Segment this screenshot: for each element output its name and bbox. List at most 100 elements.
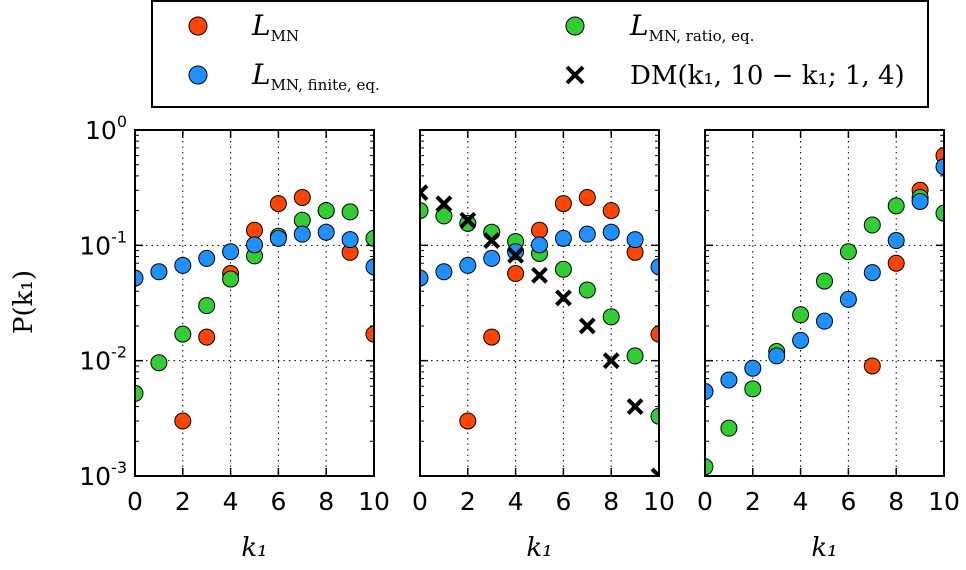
data-point-mn — [483, 328, 501, 346]
data-point-mn — [459, 412, 477, 430]
x-tick-label: 4 — [793, 487, 809, 516]
axis-ticks — [704, 129, 945, 477]
data-point-dm — [459, 211, 477, 229]
axis-ticks — [134, 129, 375, 477]
y-tick-label: 10-2 — [79, 343, 127, 376]
legend-marker-ratio — [565, 16, 585, 36]
data-point-finite — [554, 229, 572, 247]
x-tick-label: 0 — [412, 487, 428, 516]
axes-frame — [419, 129, 660, 477]
y-tick-label: 100 — [85, 112, 127, 145]
x-tick-label: 0 — [697, 487, 713, 516]
data-point-ratio — [420, 202, 429, 220]
grid — [419, 129, 660, 477]
data-point-finite — [222, 243, 240, 261]
data-point-finite — [317, 223, 335, 241]
data-point-ratio — [317, 202, 335, 220]
x-tick-label: 6 — [270, 487, 286, 516]
x-tick-label: 0 — [127, 487, 143, 516]
y-tick-labels: 100 10-1 10-2 10-3 — [79, 112, 127, 491]
data-point-finite — [435, 263, 453, 281]
data-point-ratio — [792, 306, 810, 324]
series-ratio — [705, 188, 944, 476]
data-point-finite — [650, 258, 659, 276]
data-point-mn — [531, 221, 548, 239]
data-point-finite — [269, 229, 287, 247]
data-point-finite — [293, 225, 311, 243]
data-point-finite — [602, 223, 620, 241]
data-point-finite — [887, 232, 905, 250]
x-axis-title: k₁ — [526, 533, 552, 563]
data-point-finite — [935, 158, 944, 176]
data-point-finite — [626, 231, 644, 249]
data-point-finite — [816, 312, 833, 330]
data-point-mn — [863, 357, 881, 375]
grid — [704, 129, 945, 477]
legend-label-mn: LMN — [251, 9, 299, 45]
data-point-finite — [839, 290, 857, 308]
x-tick-label: 6 — [555, 487, 571, 516]
axes-frame — [134, 129, 375, 477]
data-point-dm — [507, 246, 525, 264]
series-mn — [863, 147, 944, 375]
data-point-finite — [483, 249, 501, 267]
legend-marker-finite — [188, 65, 208, 85]
data-point-ratio — [435, 207, 453, 225]
data-point-ratio — [887, 197, 905, 215]
x-tick-labels: 0 2 4 6 8 10 — [697, 487, 960, 516]
data-point-ratio — [602, 308, 620, 326]
panel-1: 0 2 4 6 8 10 k₁ 100 10-1 10-2 10-3 — [79, 112, 390, 563]
data-point-ratio — [839, 243, 857, 261]
data-point-finite — [341, 231, 359, 249]
series-finite — [135, 223, 374, 287]
data-point-finite — [720, 371, 738, 389]
data-point-ratio — [459, 214, 477, 232]
data-point-ratio — [744, 380, 762, 398]
series-mn — [174, 188, 374, 430]
legend-label-finite: LMN, finite, eq. — [251, 58, 380, 94]
panel-2: 0 2 4 6 8 10 k₁ — [412, 129, 675, 563]
data-point-finite — [578, 225, 596, 243]
x-tick-label: 8 — [603, 487, 619, 516]
x-tick-label: 4 — [508, 487, 524, 516]
axes-frame — [704, 129, 945, 477]
data-point-mn — [293, 188, 311, 206]
data-point-ratio — [174, 325, 192, 343]
data-point-ratio — [720, 419, 738, 437]
data-point-mn — [507, 264, 525, 282]
x-tick-label: 8 — [318, 487, 334, 516]
legend: LMN LMN, finite, eq. LMN, ratio, eq. DM(… — [151, 0, 929, 108]
legend-label-dm: DM(k₁, 10 − k₁; 1, 4) — [630, 61, 905, 91]
data-point-mn — [887, 254, 905, 272]
data-point-ratio — [135, 384, 144, 402]
data-point-ratio — [626, 347, 644, 365]
data-point-mn — [246, 221, 263, 239]
series-finite — [420, 223, 659, 287]
data-point-finite — [744, 359, 762, 377]
x-tick-label: 4 — [223, 487, 239, 516]
data-point-finite — [531, 236, 548, 254]
data-point-finite — [863, 264, 881, 282]
x-tick-label: 2 — [745, 487, 761, 516]
x-tick-label: 2 — [175, 487, 191, 516]
data-point-finite — [768, 347, 786, 365]
data-point-dm — [531, 266, 548, 284]
y-tick-label: 10-1 — [79, 227, 127, 260]
data-point-finite — [507, 243, 525, 261]
data-point-mn — [650, 325, 659, 343]
data-point-ratio — [863, 216, 881, 234]
data-points — [705, 147, 944, 476]
data-point-dm — [626, 398, 644, 415]
series-mn — [459, 188, 659, 430]
x-tick-label: 10 — [358, 487, 390, 516]
data-point-dm — [483, 232, 501, 249]
data-point-finite — [459, 256, 477, 274]
data-point-finite — [135, 269, 144, 287]
data-point-dm — [578, 317, 596, 335]
x-tick-label: 10 — [643, 487, 675, 516]
legend-marker-mn — [188, 16, 208, 36]
y-axis-title: P(k₁) — [9, 270, 39, 334]
data-point-finite — [792, 331, 810, 349]
series-finite — [705, 158, 944, 401]
